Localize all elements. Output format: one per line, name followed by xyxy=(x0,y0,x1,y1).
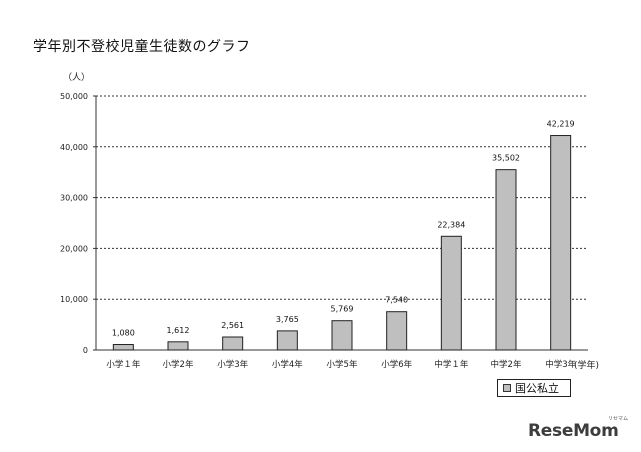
gridlines xyxy=(96,95,588,300)
data-label: 1,612 xyxy=(167,326,190,335)
x-tick-label: 小学5年 xyxy=(327,359,358,370)
x-tick-label: 中学3年 xyxy=(545,359,576,370)
legend: 国公私立 xyxy=(497,379,571,397)
x-tick-label: 中学2年 xyxy=(491,359,522,370)
data-label: 35,502 xyxy=(492,154,520,163)
bar xyxy=(276,330,298,351)
data-label: 22,384 xyxy=(437,220,465,229)
y-tick-label: 20,000 xyxy=(60,244,88,253)
x-tick-label: 小学4年 xyxy=(272,359,303,370)
x-tick-label: 小学6年 xyxy=(381,359,412,370)
data-label: 2,561 xyxy=(221,321,244,330)
chart-title: 学年別不登校児童生徒数のグラフ xyxy=(33,39,251,55)
y-tick-label: 30,000 xyxy=(60,194,88,203)
x-axis-labels: (学年) 小学１年 小学2年 小学3年 小学4年 小学5年 小学6年 中学１年 中学2年 中学3年 xyxy=(106,359,599,371)
data-label: 42,219 xyxy=(547,120,575,129)
y-tick-label: 10,000 xyxy=(60,295,88,304)
bar xyxy=(167,341,189,351)
x-tick-label: 小学3年 xyxy=(217,359,248,370)
legend-swatch xyxy=(503,384,511,392)
bars: 1,080 1,612 2,561 3,765 5,769 7,540 22,384 35,5… xyxy=(112,120,575,351)
bar xyxy=(222,336,244,351)
data-label: 7,540 xyxy=(385,296,408,305)
resemom-logo: ReseMom xyxy=(528,421,619,441)
x-tick-label: 中学１年 xyxy=(434,359,469,370)
y-tick-label: 40,000 xyxy=(60,143,88,152)
bar xyxy=(112,344,134,351)
legend-label: 国公私立 xyxy=(515,382,559,395)
y-unit-label: （人） xyxy=(63,72,90,83)
y-tick-label: 0 xyxy=(83,346,88,355)
bar xyxy=(440,235,462,351)
data-label: 1,080 xyxy=(112,329,135,338)
bar xyxy=(495,169,517,351)
bar xyxy=(550,135,572,351)
resemom-logo-kana: リセマム xyxy=(608,416,629,422)
x-tick-label: 小学１年 xyxy=(106,359,141,370)
data-label: 5,769 xyxy=(331,305,354,314)
x-tick-label: 小学2年 xyxy=(163,359,194,370)
data-label: 3,765 xyxy=(276,315,299,324)
bar xyxy=(331,320,353,351)
y-tick-label: 50,000 xyxy=(60,92,88,101)
bar xyxy=(386,311,408,351)
x-unit-label: (学年) xyxy=(574,359,599,371)
